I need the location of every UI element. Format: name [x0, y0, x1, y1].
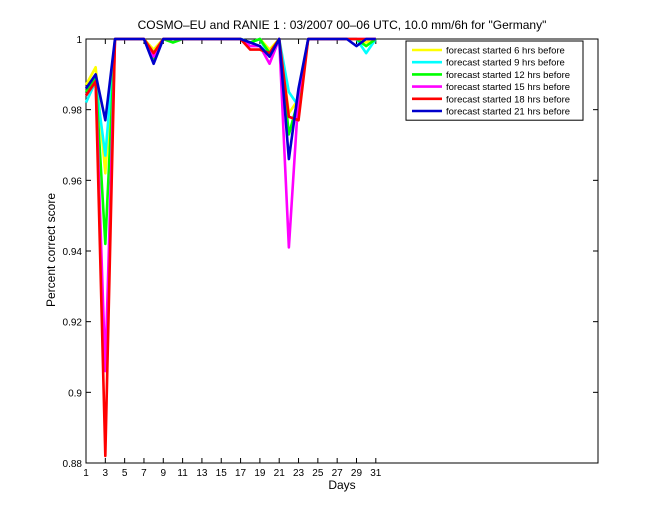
- y-tick-label: 1: [76, 35, 82, 46]
- x-tick-label: 5: [122, 468, 128, 479]
- y-tick-label: 0.98: [63, 106, 83, 117]
- x-tick-label: 21: [274, 468, 286, 479]
- y-tick-label: 0.92: [63, 318, 83, 329]
- chart-title: COSMO–EU and RANIE 1 : 03/2007 00–06 UTC…: [138, 18, 547, 32]
- series-lines: [84, 37, 377, 458]
- x-tick-label: 25: [312, 468, 324, 479]
- legend-label: forecast started 12 hrs before: [446, 70, 570, 81]
- x-tick-label: 15: [216, 468, 228, 479]
- series-line-1: [84, 37, 377, 175]
- x-tick-label: 17: [235, 468, 247, 479]
- x-tick-label: 3: [103, 468, 109, 479]
- y-tick-label: 0.94: [63, 247, 83, 258]
- x-tick-label: 1: [83, 468, 89, 479]
- x-tick-label: 19: [254, 468, 266, 479]
- x-tick-label: 31: [370, 468, 382, 479]
- legend-label: forecast started 18 hrs before: [446, 94, 570, 105]
- x-tick-label: 13: [196, 468, 208, 479]
- series-line-5: [84, 37, 376, 458]
- legend-label: forecast started 15 hrs before: [446, 82, 570, 93]
- series-line-6: [84, 37, 376, 161]
- x-axis-label: Days: [328, 478, 355, 492]
- legend-label: forecast started 6 hrs before: [446, 46, 565, 57]
- x-tick-label: 9: [161, 468, 167, 479]
- y-tick-label: 0.88: [63, 459, 83, 470]
- y-tick-label: 0.9: [68, 388, 82, 399]
- y-axis-label: Percent correct score: [44, 193, 58, 307]
- x-tick-label: 29: [351, 468, 363, 479]
- series-line-2: [84, 37, 377, 157]
- legend-box: [405, 40, 584, 121]
- series-line-3: [84, 37, 377, 246]
- x-tick-label: 7: [141, 468, 147, 479]
- x-tick-label: 11: [177, 468, 188, 479]
- x-tick-label: 27: [332, 468, 344, 479]
- legend-label: forecast started 9 hrs before: [446, 58, 565, 69]
- x-tick-label: 23: [293, 468, 305, 479]
- y-tick-label: 0.96: [63, 176, 83, 187]
- legend-label: forecast started 21 hrs before: [446, 107, 570, 118]
- series-line-4: [84, 37, 376, 373]
